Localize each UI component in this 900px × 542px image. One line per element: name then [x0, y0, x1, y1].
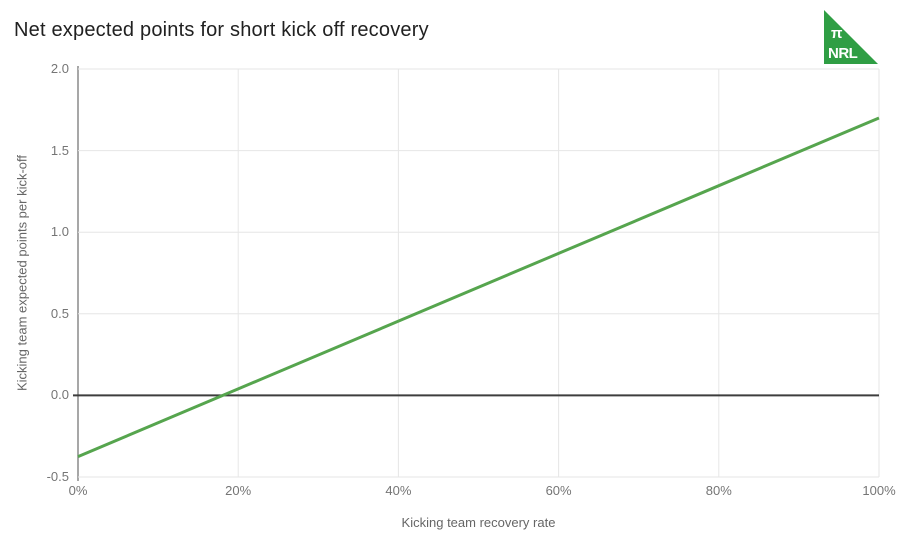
x-tick-label: 100%	[862, 483, 896, 498]
y-tick-label: 0.5	[50, 305, 69, 321]
x-tick-label: 40%	[385, 483, 412, 498]
pi-nrl-logo-icon: π NRL	[824, 10, 878, 64]
y-tick-label: 1.0	[50, 224, 69, 240]
y-tick-label: -0.5	[46, 469, 69, 484]
y-tick-label: 2.0	[50, 61, 69, 76]
plot-area: 0% 20% 40% 60% 80% 100% 2.0 1.5 1.0 0.5 0.0 -0.5	[47, 62, 896, 498]
logo-pi-text: π	[831, 25, 843, 42]
chart-title: Net expected points for short kick off r…	[14, 19, 429, 41]
x-tick-label: 0%	[68, 483, 88, 498]
logo-triangle	[824, 10, 878, 64]
plot-svg	[73, 66, 880, 481]
y-tick-label: 1.5	[50, 142, 69, 158]
x-tick-label: 60%	[545, 483, 572, 498]
series-line	[77, 116, 880, 458]
x-axis-title: Kicking team recovery rate	[401, 515, 556, 530]
x-tick-label: 20%	[225, 483, 252, 498]
y-axis-title: Kicking team expected points per kick-of…	[14, 154, 30, 392]
y-tick-label: 0.0	[50, 387, 69, 403]
x-tick-label: 80%	[705, 483, 732, 498]
logo-nrl-text: NRL	[828, 45, 858, 62]
